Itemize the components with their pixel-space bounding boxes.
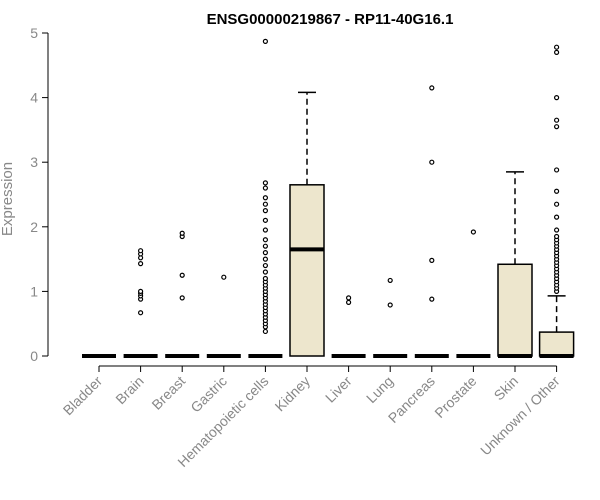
outlier-point [262,269,268,275]
y-tick-label: 5 [30,25,38,41]
outlier-point [179,230,185,236]
iqr-box [538,331,575,357]
outlier-point [553,49,560,55]
outlier-point [553,124,560,130]
x-tick-label: Lung [363,373,396,406]
outlier-point [553,227,560,233]
outlier-point [262,195,268,201]
y-axis: 0 1 2 3 4 5 [30,25,49,364]
outlier-point [553,94,560,101]
outlier-point [429,257,435,263]
box-6 [331,295,366,358]
iqr-box [497,263,533,357]
outlier-point [470,229,476,235]
outlier-point [553,214,560,220]
outlier-point [138,288,144,294]
outlier-point [262,256,268,262]
outlier-point [262,275,268,282]
x-tick-label: Liver [322,373,355,406]
outlier-point [262,227,268,233]
chart-title: ENSG00000219867 - RP11-40G16.1 [207,11,454,28]
box-11 [538,44,575,358]
outlier-point [553,167,560,173]
outlier-point [346,299,352,305]
outlier-point [429,85,435,91]
plot-area [82,38,575,358]
outlier-point [553,188,560,194]
outlier-point [553,201,560,207]
box-2 [165,230,200,358]
y-axis-label: Expression [0,162,16,236]
outlier-point [179,272,185,278]
box-9 [456,229,491,358]
outlier-point [138,248,144,254]
outlier-point [387,277,393,284]
outlier-point [138,310,144,316]
outlier-point [346,295,352,301]
outlier-point [262,38,268,44]
outlier-point [138,261,144,267]
outlier-point [262,250,268,256]
outlier-point [262,185,268,191]
x-tick-label: Prostate [431,373,479,421]
x-tick-label: Bladder [60,373,106,419]
box-8 [414,85,449,358]
y-tick-label: 4 [30,90,38,106]
x-tick-label: Unknown / Other [477,373,563,459]
y-tick-label: 2 [30,219,38,235]
box-10 [497,171,533,358]
outlier-point [262,243,268,249]
outlier-point [262,262,268,269]
outlier-point [429,159,435,165]
outlier-point [179,295,185,301]
box-5 [289,91,325,357]
outlier-point [262,208,268,214]
x-tick-label: Skin [491,373,522,404]
x-tick-label: Breast [148,373,188,413]
outlier-point [553,44,560,50]
iqr-box [289,184,325,357]
y-tick-label: 1 [30,283,38,299]
y-tick-label: 0 [30,348,38,364]
outlier-point [262,328,268,335]
outlier-point [553,117,560,123]
outlier-point [262,217,268,223]
outlier-point [553,233,560,240]
box-1 [123,248,158,358]
outlier-point [262,237,268,243]
y-tick-label: 3 [30,154,38,170]
outlier-point [262,180,268,186]
x-tick-label: Kidney [272,373,314,415]
outlier-point [221,274,227,280]
box-3 [206,274,241,358]
outlier-point [262,201,268,207]
x-tick-label: Brain [112,373,146,407]
outlier-point [387,302,393,308]
box-7 [373,277,408,358]
box-4 [248,38,283,358]
outlier-point [429,296,435,302]
